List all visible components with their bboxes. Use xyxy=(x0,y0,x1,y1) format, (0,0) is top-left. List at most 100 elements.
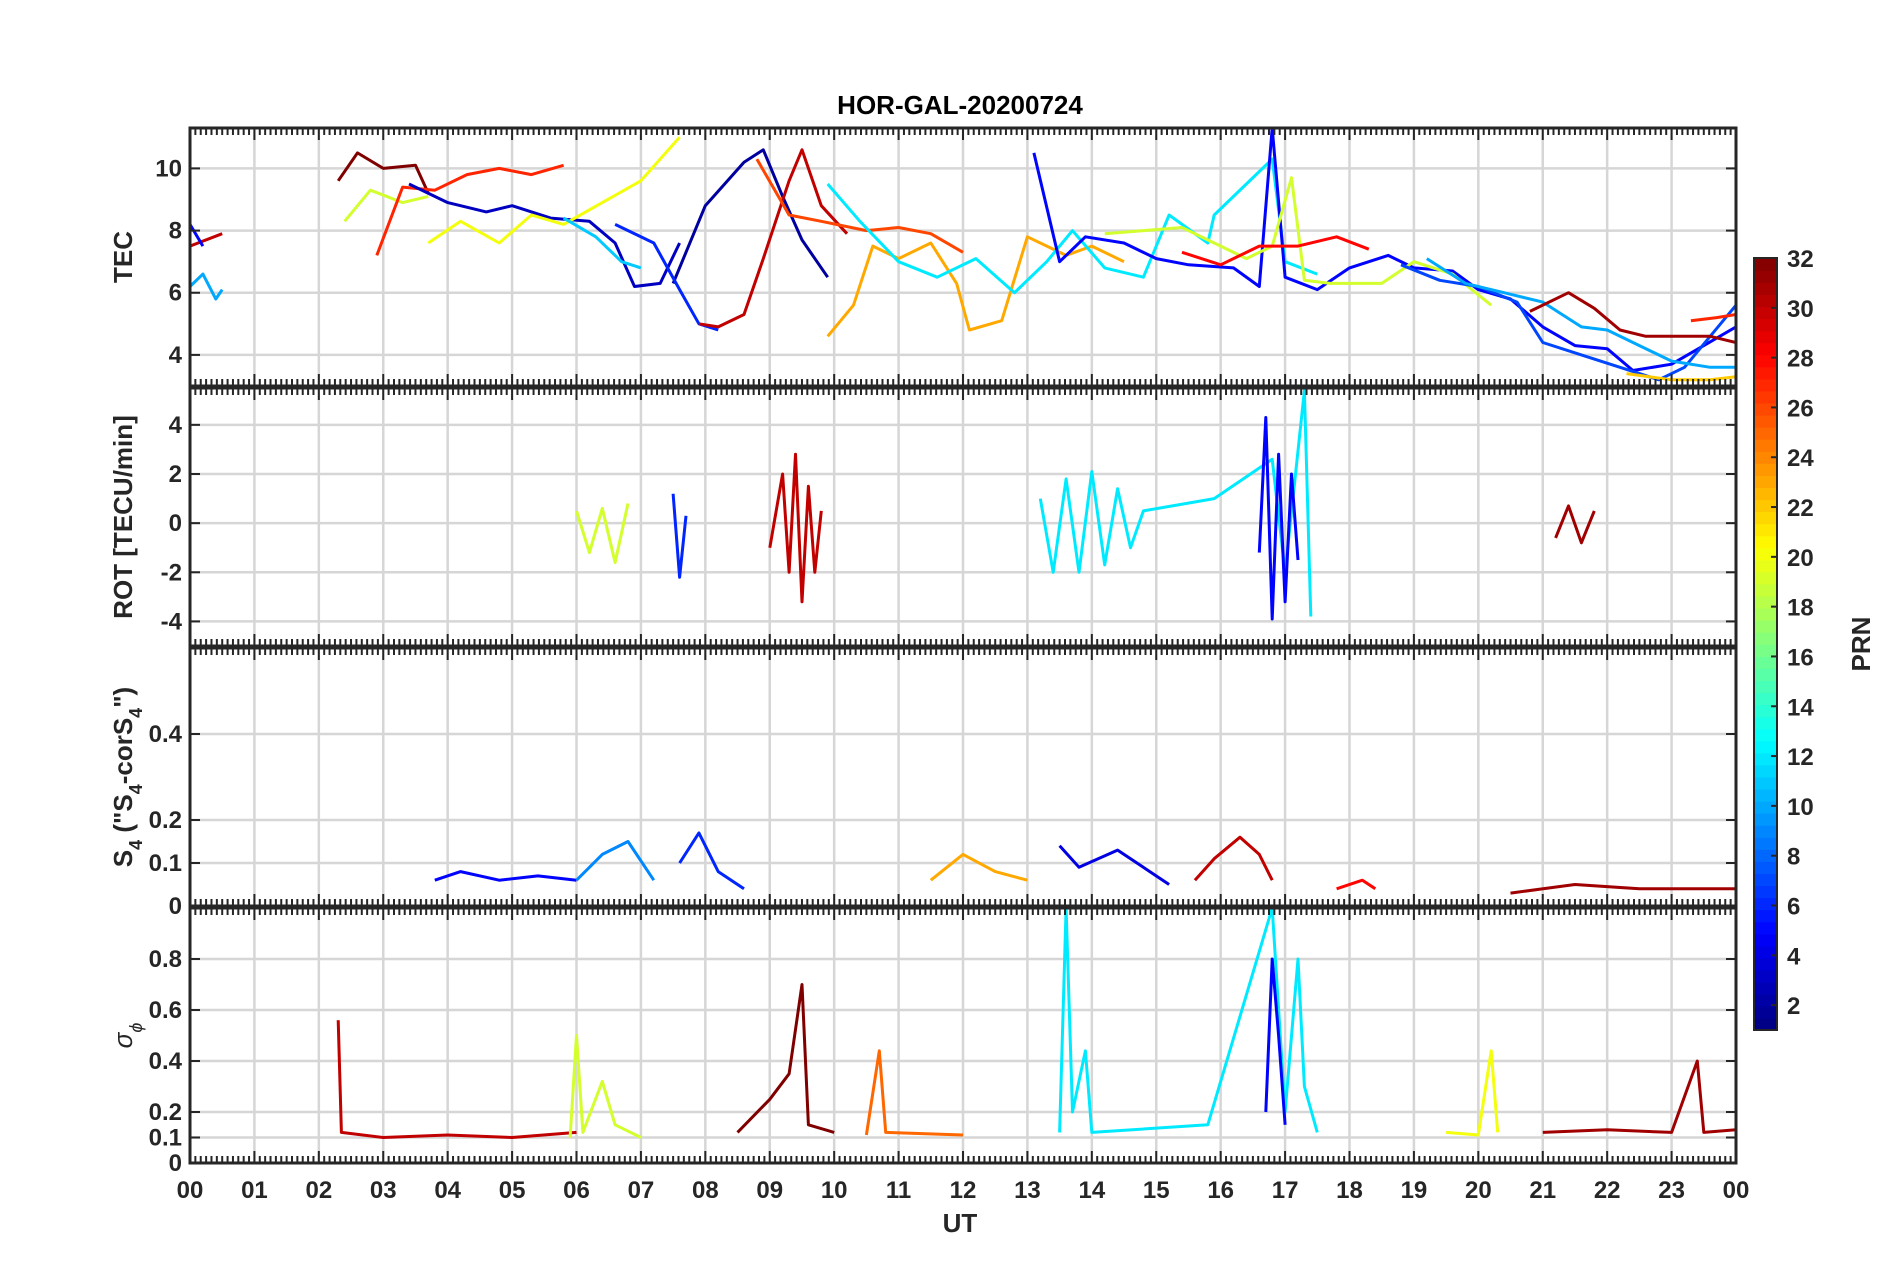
colorbar-label: PRN xyxy=(1846,617,1876,672)
series-line-prn-6 xyxy=(678,831,745,891)
series-line-prn-10 xyxy=(1425,257,1736,369)
colorbar-segment xyxy=(1754,873,1777,887)
series-line-prn-19 xyxy=(568,1034,642,1139)
colorbar-tick-label: 26 xyxy=(1787,395,1814,422)
series-line-prn-30 xyxy=(190,232,223,248)
series-group xyxy=(336,908,1736,1139)
colorbar-segment xyxy=(1754,354,1777,368)
series-line-prn-22 xyxy=(1626,372,1736,382)
colorbar-segment xyxy=(1754,668,1777,681)
series-line-prn-32 xyxy=(336,151,430,194)
x-tick-label: 05 xyxy=(499,1177,526,1204)
series-line-prn-28 xyxy=(1336,878,1377,891)
y-axis-label-part: S xyxy=(108,850,138,867)
figure-title: HOR-GAL-20200724 xyxy=(837,90,1083,120)
colorbar-segment xyxy=(1754,981,1777,995)
colorbar-segment xyxy=(1754,463,1777,476)
colorbar-segment xyxy=(1754,258,1777,271)
series-group xyxy=(575,389,1596,621)
colorbar-segment xyxy=(1754,511,1777,525)
x-tick-label: 09 xyxy=(756,1177,783,1204)
y-axis-label-subscript: 4 xyxy=(126,784,146,794)
colorbar-segment xyxy=(1754,945,1777,959)
x-tick-label: 13 xyxy=(1014,1177,1041,1204)
colorbar-segment xyxy=(1754,523,1777,537)
series-line-prn-9 xyxy=(575,840,656,882)
series-line-prn-27 xyxy=(1690,313,1736,323)
series-line-prn-31 xyxy=(1529,291,1736,344)
series-group xyxy=(434,831,1736,895)
y-axis-label: ROT [TECU/min] xyxy=(108,415,138,619)
x-tick-label: 01 xyxy=(241,1177,268,1204)
x-tick-label: 06 xyxy=(563,1177,590,1204)
colorbar-segment xyxy=(1754,342,1777,356)
series-line-prn-19 xyxy=(343,188,429,223)
x-tick-label: 18 xyxy=(1336,1177,1363,1204)
y-tick-label: 10 xyxy=(155,155,182,182)
colorbar-segment xyxy=(1754,559,1777,573)
series-line-prn-12 xyxy=(1058,908,1319,1134)
colorbar-segment xyxy=(1754,619,1777,633)
y-tick-label: 0.2 xyxy=(149,1099,182,1126)
series-group xyxy=(190,128,1736,382)
y-tick-label: 4 xyxy=(169,412,183,439)
colorbar-segment xyxy=(1754,306,1777,320)
y-tick-label: 6 xyxy=(169,280,182,307)
y-tick-label: 0.6 xyxy=(149,997,182,1024)
colorbar-segment xyxy=(1754,824,1777,838)
y-axis-label-part: ") xyxy=(108,687,138,708)
colorbar-tick-label: 4 xyxy=(1787,943,1801,970)
colorbar-segment xyxy=(1754,1005,1777,1019)
series-line-prn-11 xyxy=(562,216,642,270)
colorbar-tick-label: 28 xyxy=(1787,346,1814,373)
x-tick-labels: 00 01 02 03 04 05 06 07 08 09 10 11 12 13 14 15 16 17 18 19… xyxy=(177,1177,1750,1204)
colorbar-segment xyxy=(1754,366,1777,380)
y-tick-label: 8 xyxy=(169,218,182,245)
colorbar-segment xyxy=(1754,583,1777,597)
x-tick-label: 03 xyxy=(370,1177,397,1204)
colorbar-segment xyxy=(1754,776,1777,790)
series-line-prn-20 xyxy=(1445,1049,1500,1137)
panel-frame xyxy=(188,646,1738,908)
series-line-prn-2 xyxy=(671,148,829,284)
colorbar-tick-label: 8 xyxy=(1787,844,1800,871)
colorbar-tick-label: 32 xyxy=(1787,246,1814,273)
x-tick-label: 14 xyxy=(1078,1177,1105,1204)
series-line-prn-5 xyxy=(1264,957,1287,1125)
panel-2: -4 -2 0 2 4 ROT [TECU/min] xyxy=(108,386,1738,648)
y-tick-label: 0 xyxy=(169,510,182,537)
panel-frame xyxy=(188,386,1738,648)
colorbar-segment xyxy=(1754,885,1777,899)
colorbar-segment xyxy=(1754,390,1777,404)
colorbar-segment xyxy=(1754,656,1777,669)
x-tick-label: 10 xyxy=(821,1177,848,1204)
series-line-prn-28 xyxy=(1181,235,1370,267)
series-line-prn-5 xyxy=(1257,416,1300,621)
series-line-prn-5 xyxy=(434,870,577,882)
x-tick-label: 02 xyxy=(305,1177,332,1204)
colorbar-segment xyxy=(1754,499,1777,513)
colorbar-segment xyxy=(1754,282,1777,295)
y-tick-label: 0.1 xyxy=(149,1125,182,1152)
colorbar-segment xyxy=(1754,631,1777,645)
x-tick-label: 12 xyxy=(950,1177,977,1204)
y-tick-label: 0.2 xyxy=(149,807,182,834)
x-tick-label: 17 xyxy=(1272,1177,1299,1204)
series-line-prn-4 xyxy=(1058,844,1170,886)
series-line-prn-23 xyxy=(826,235,1125,338)
colorbar-segment xyxy=(1754,402,1777,416)
colorbar-segment xyxy=(1754,607,1777,621)
y-tick-label: 0 xyxy=(169,1150,182,1177)
x-tick-label: 23 xyxy=(1658,1177,1685,1204)
colorbar-frame xyxy=(1753,257,1778,1031)
x-tick-label: 04 xyxy=(434,1177,461,1204)
colorbar-tick-label: 16 xyxy=(1787,644,1814,671)
series-line-prn-10 xyxy=(190,272,224,301)
colorbar-segment xyxy=(1754,330,1777,344)
series-line-prn-27 xyxy=(375,163,565,256)
series-line-prn-31 xyxy=(1554,504,1596,545)
colorbar-segment xyxy=(1754,571,1777,585)
series-line-prn-30 xyxy=(698,148,849,329)
